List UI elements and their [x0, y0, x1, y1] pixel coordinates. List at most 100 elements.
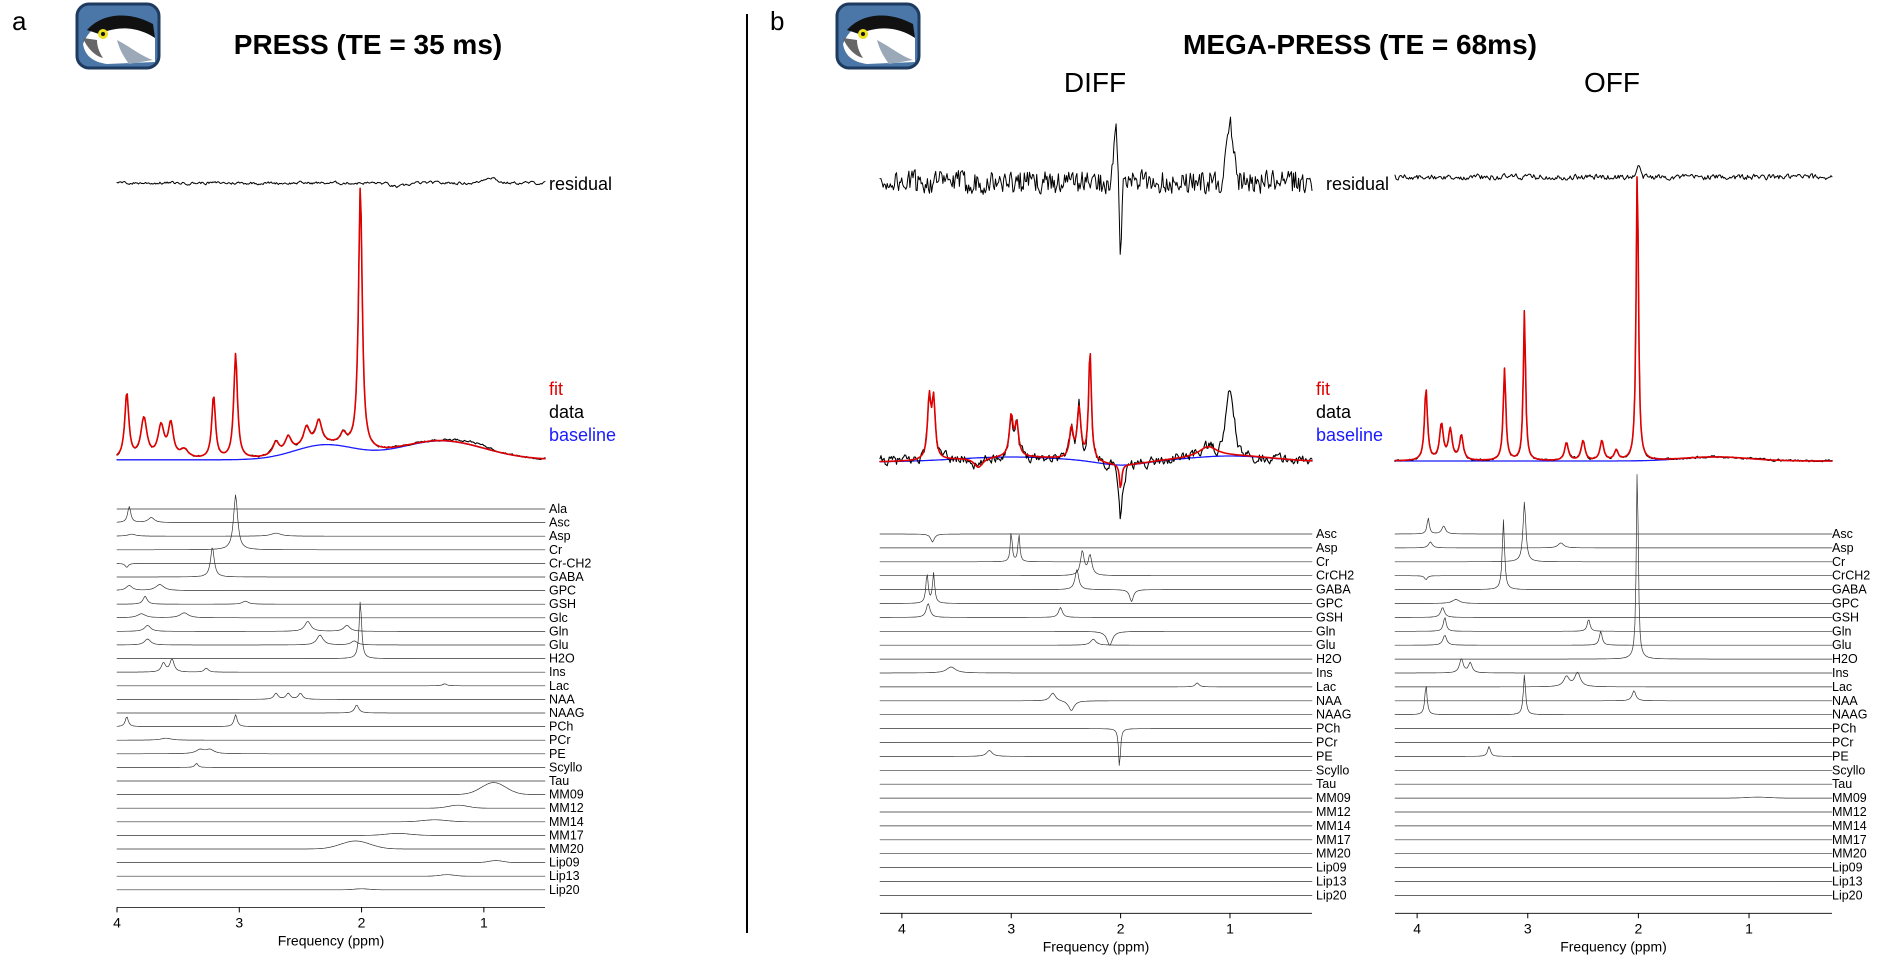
metabolite-trace [1394, 674, 1833, 716]
metabolite-trace [116, 748, 546, 755]
metabolite-label: PE [1832, 749, 1849, 763]
metabolite-label: Ins [1316, 666, 1333, 680]
metabolite-trace [1394, 690, 1833, 702]
metabolite-trace [879, 666, 1313, 674]
panel-letter-a: a [12, 6, 27, 36]
metabolite-trace [116, 584, 546, 591]
metabolite-label: Cr [549, 543, 562, 557]
metabolite-trace [116, 532, 546, 537]
metabolite-label: NAAG [1316, 708, 1351, 722]
metabolite-label: MM14 [549, 815, 584, 829]
metabolite-label: Lip13 [1316, 875, 1347, 889]
metabolite-trace [879, 533, 1313, 563]
metabolite-label: GPC [549, 584, 576, 598]
metabolite-trace [1394, 746, 1833, 757]
x-tick-label: 1 [1745, 920, 1753, 936]
panel-b-title: MEGA-PRESS (TE = 68ms) [1183, 29, 1537, 60]
metabolite-trace [116, 704, 546, 714]
metabolite-label: Glu [1832, 638, 1852, 652]
metabolite-label: Asc [549, 516, 570, 530]
metabolite-label: Tau [1832, 777, 1852, 791]
metabolite-label: GSH [1832, 610, 1859, 624]
metabolite-label: Asp [1832, 541, 1854, 555]
metabolite-trace [879, 692, 1313, 711]
metabolite-trace [116, 563, 546, 568]
metabolite-trace [879, 550, 1313, 577]
metabolite-label: MM17 [1316, 833, 1351, 847]
metabolite-trace [1394, 607, 1833, 618]
metabolite-trace [116, 714, 546, 727]
metabolite-label: GABA [1832, 583, 1867, 597]
metabolite-label: Cr [1832, 555, 1845, 569]
metabolite-label: Lip20 [1832, 888, 1863, 902]
metabolite-label: PCr [1832, 736, 1854, 750]
metabolite-label: PCh [549, 720, 573, 734]
data-line [1394, 176, 1833, 463]
metabolite-trace [116, 601, 546, 659]
off-subtitle: OFF [1584, 67, 1640, 98]
legend: fit data baseline [549, 379, 616, 445]
metabolite-label: MM12 [1316, 805, 1351, 819]
baseline-line [116, 440, 546, 461]
metabolite-trace [879, 750, 1313, 757]
off-subplot: AscAspCrCrCH2GABAGPCGSHGlnGluH2OInsLacNA… [1394, 165, 1870, 954]
x-tick-label: 4 [113, 914, 121, 930]
metabolite-label: MM09 [1316, 791, 1351, 805]
legend-fit: fit [549, 379, 563, 399]
metabolite-label: Gln [549, 624, 569, 638]
metabolite-trace [116, 833, 546, 836]
metabolite-trace [1394, 796, 1833, 799]
metabolite-label: Lac [1832, 680, 1852, 694]
metabolite-label: MM20 [1832, 847, 1867, 861]
metabolite-label: Lip20 [549, 883, 580, 897]
x-axis-label: Frequency (ppm) [1560, 938, 1667, 954]
fit-line [879, 353, 1313, 489]
metabolite-label: MM20 [1316, 847, 1351, 861]
baseline-line [879, 455, 1313, 466]
metabolite-label: Ins [1832, 666, 1849, 680]
metabolite-trace [116, 547, 546, 578]
metabolite-label: MM12 [549, 801, 584, 815]
metabolite-label: PCr [1316, 736, 1338, 750]
metabolite-label: PCh [1316, 722, 1340, 736]
metabolite-trace [1394, 658, 1833, 674]
fit-line [116, 187, 546, 460]
metabolite-label: Asc [1832, 527, 1853, 541]
metabolite-label: Cr-CH2 [549, 556, 591, 570]
metabolite-label: Gln [1316, 624, 1336, 638]
metabolite-label: CrCH2 [1832, 569, 1870, 583]
data-line [116, 187, 546, 461]
metabolite-label: MM09 [1832, 791, 1867, 805]
metabolite-label: Lac [549, 679, 569, 693]
metabolite-trace [879, 569, 1313, 602]
x-tick-label: 3 [1524, 920, 1532, 936]
x-tick-label: 1 [480, 914, 488, 930]
metabolite-trace [116, 494, 546, 551]
metabolite-trace [879, 630, 1313, 646]
x-tick-label: 2 [358, 914, 366, 930]
residual-line [879, 116, 1313, 255]
metabolite-trace [116, 782, 546, 795]
metabolite-trace [1394, 671, 1833, 688]
metabolite-trace [116, 683, 546, 687]
x-tick-label: 2 [1634, 920, 1642, 936]
x-tick-label: 4 [898, 920, 906, 936]
data-line [879, 352, 1313, 520]
metabolite-trace [116, 804, 546, 809]
metabolite-label: Ala [549, 502, 567, 516]
metabolite-label: MM14 [1832, 819, 1867, 833]
metabolite-label: Lip20 [1316, 888, 1347, 902]
metabolite-trace [116, 621, 546, 632]
metabolite-trace [1394, 617, 1833, 632]
metabolite-label: Ins [549, 665, 566, 679]
metabolite-label: H2O [1316, 652, 1342, 666]
metabolite-trace [879, 682, 1313, 688]
x-tick-label: 3 [1007, 920, 1015, 936]
metabolite-label: Lip13 [1832, 875, 1863, 889]
metabolite-label: Lac [1316, 680, 1336, 694]
residual-line [1394, 165, 1833, 181]
metabolite-label: Cr [1316, 555, 1329, 569]
metabolite-trace [116, 888, 546, 891]
metabolite-label: GPC [1832, 597, 1859, 611]
